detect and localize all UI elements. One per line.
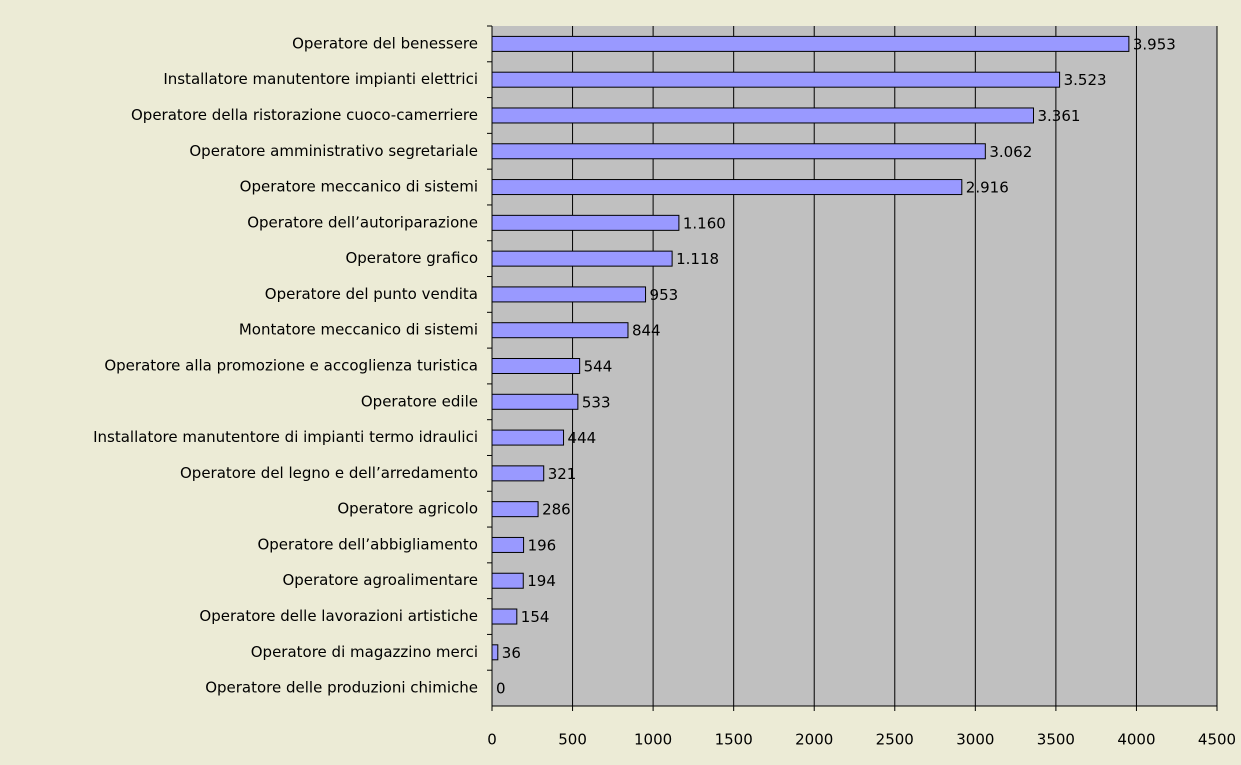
y-tick-label: Operatore grafico [345, 249, 478, 267]
data-label: 544 [584, 358, 613, 376]
bar [491, 393, 579, 410]
y-tick-label: Operatore agroalimentare [282, 571, 478, 589]
y-tick-label: Operatore della ristorazione cuoco-camer… [131, 106, 478, 124]
y-tick-label: Operatore dell’abbigliamento [257, 535, 478, 553]
y-tick-label: Installatore manutentore impianti elettr… [163, 70, 478, 88]
bar [491, 250, 673, 267]
x-tick-label: 4500 [1198, 731, 1236, 749]
bar [491, 501, 539, 518]
y-tick-label: Operatore alla promozione e accoglienza … [104, 357, 478, 375]
y-tick-label: Operatore amministrativo segretariale [189, 142, 478, 160]
data-label: 321 [548, 465, 577, 483]
data-label: 3.361 [1037, 107, 1080, 125]
data-label: 1.160 [683, 214, 726, 232]
y-tick-label: Operatore di magazzino merci [251, 643, 478, 661]
bar [491, 107, 1034, 124]
bar [491, 572, 524, 589]
data-label: 953 [650, 286, 679, 304]
x-tick-label: 2500 [876, 731, 914, 749]
y-tick-label: Installatore manutentore di impianti ter… [93, 428, 478, 446]
data-label: 844 [632, 322, 661, 340]
data-label: 1.118 [676, 250, 719, 268]
y-tick-label: Operatore del punto vendita [265, 285, 478, 303]
y-tick-label: Operatore meccanico di sistemi [240, 178, 478, 196]
y-tick-label: Operatore edile [361, 392, 478, 410]
x-tick-label: 3500 [1037, 731, 1075, 749]
y-tick-label: Operatore delle produzioni chimiche [205, 679, 478, 697]
bar [491, 143, 986, 160]
bar [491, 608, 518, 625]
y-tick-label: Operatore agricolo [337, 500, 478, 518]
data-label: 36 [502, 644, 521, 662]
bar [491, 179, 963, 196]
x-tick-label: 2000 [795, 731, 833, 749]
bar [491, 71, 1061, 88]
data-label: 3.062 [989, 143, 1032, 161]
x-tick-label: 4000 [1117, 731, 1155, 749]
x-tick-label: 3000 [956, 731, 994, 749]
bar [491, 644, 499, 661]
data-label: 3.953 [1133, 35, 1176, 53]
bar [491, 286, 647, 303]
bar [491, 429, 565, 446]
x-tick-label: 0 [487, 731, 497, 749]
y-tick-label: Montatore meccanico di sistemi [239, 321, 478, 339]
data-label: 194 [527, 572, 556, 590]
bar [491, 35, 1130, 52]
x-tick-label: 1000 [634, 731, 672, 749]
bar [491, 465, 545, 482]
y-tick-label: Operatore dell’autoriparazione [247, 213, 478, 231]
data-label: 286 [542, 501, 571, 519]
data-label: 3.523 [1064, 71, 1107, 89]
bar [491, 214, 680, 231]
data-label: 533 [582, 393, 611, 411]
y-tick-label: Operatore del legno e dell’arredamento [180, 464, 478, 482]
y-tick-label: Operatore delle lavorazioni artistiche [199, 607, 478, 625]
bar [491, 536, 525, 553]
data-label: 154 [521, 608, 550, 626]
x-tick-label: 1500 [715, 731, 753, 749]
data-label: 196 [528, 536, 557, 554]
plot-area [492, 26, 1217, 706]
data-label: 0 [496, 680, 506, 698]
bar [491, 322, 629, 339]
data-label: 2.916 [966, 179, 1009, 197]
bar [491, 358, 581, 374]
x-tick-label: 500 [558, 731, 587, 749]
y-tick-label: Operatore del benessere [292, 34, 478, 52]
data-label: 444 [568, 429, 597, 447]
